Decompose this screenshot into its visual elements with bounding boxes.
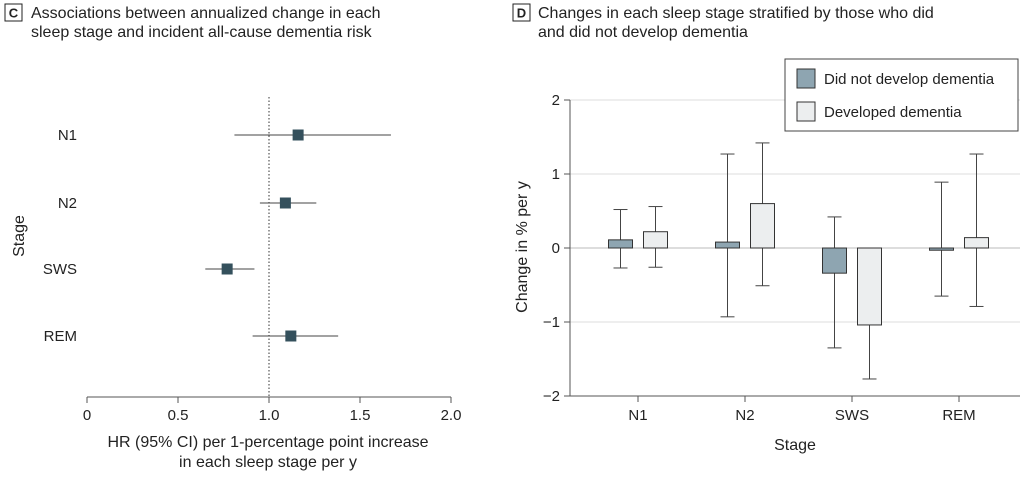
legend-label-did-not-develop: Did not develop dementia — [824, 71, 995, 88]
panel-d-letter-box — [512, 3, 531, 22]
forest-x-tick-label: 2.0 — [441, 407, 462, 424]
legend-frame — [784, 58, 1019, 132]
forest-point-rem — [285, 330, 297, 342]
bar-developed-n1 — [643, 231, 668, 249]
forest-point-sws — [221, 263, 233, 275]
legend-label-developed: Developed dementia — [824, 104, 962, 121]
forest-x-tick-label: 0 — [83, 407, 91, 424]
bar-x-tick-label-rem: REM — [942, 407, 975, 424]
panel-c-letter: C — [9, 6, 19, 21]
panel-c-header: C Associations between annualized change… — [4, 3, 381, 41]
bar-y-tick-label: −2 — [543, 388, 560, 405]
bar-not-developed-sws — [822, 247, 847, 274]
forest-row-label-n2: N2 — [58, 195, 77, 212]
bar-not-developed-n1 — [608, 239, 633, 249]
forest-ylabel: Stage — [11, 215, 28, 257]
panel-d-title-line1: Changes in each sleep stage stratified b… — [538, 5, 934, 22]
legend-swatch-did-not-develop — [796, 68, 816, 89]
forest-row-label-sws: SWS — [43, 261, 77, 278]
bar-y-tick-label: −1 — [543, 314, 560, 331]
forest-plot: 0 0.5 1.0 1.5 2.0 N1 N2 SWS REM — [43, 97, 462, 424]
forest-x-tick-label: 1.0 — [259, 407, 280, 424]
bar-x-tick-label-n1: N1 — [628, 407, 647, 424]
bar-x-tick-label-sws: SWS — [835, 407, 869, 424]
bar-developed-sws — [857, 247, 882, 326]
forest-point-n2 — [279, 197, 291, 209]
bar-y-tick-label: 2 — [552, 92, 560, 109]
panel-c-title-line2: sleep stage and incident all-cause demen… — [31, 24, 373, 41]
forest-point-n1 — [292, 129, 304, 141]
forest-x-tick-label: 1.5 — [350, 407, 371, 424]
forest-xlabel-line1: HR (95% CI) per 1-percentage point incre… — [107, 434, 428, 451]
forest-row-label-n1: N1 — [58, 127, 77, 144]
panel-d-header: D Changes in each sleep stage stratified… — [512, 3, 934, 41]
bar-x-tick-label-n2: N2 — [735, 407, 754, 424]
forest-x-tick-label: 0.5 — [168, 407, 189, 424]
bar-not-developed-n2 — [715, 241, 740, 249]
forest-xlabel-line2: in each sleep stage per y — [179, 454, 357, 471]
bar-not-developed-rem — [929, 247, 954, 251]
bar-xlabel: Stage — [774, 437, 816, 454]
legend-swatch-developed — [796, 101, 816, 122]
panel-c-title-line1: Associations between annualized change i… — [31, 5, 381, 22]
panel-d-title-line2: and did not develop dementia — [538, 24, 748, 41]
bar-chart: −2 −1 0 1 2 N1 N2 SWS REM — [543, 92, 1020, 424]
bar-developed-rem — [964, 237, 989, 249]
bar-developed-n2 — [750, 203, 775, 249]
bar-ylabel: Change in % per y — [514, 181, 531, 313]
bar-y-tick-label: 1 — [552, 166, 560, 183]
bar-y-tick-label: 0 — [552, 240, 560, 257]
forest-row-label-rem: REM — [44, 328, 77, 345]
bar-legend: Did not develop dementia Developed demen… — [784, 58, 1019, 132]
panel-c-letter-box — [4, 3, 23, 22]
panel-d-letter: D — [517, 6, 526, 21]
